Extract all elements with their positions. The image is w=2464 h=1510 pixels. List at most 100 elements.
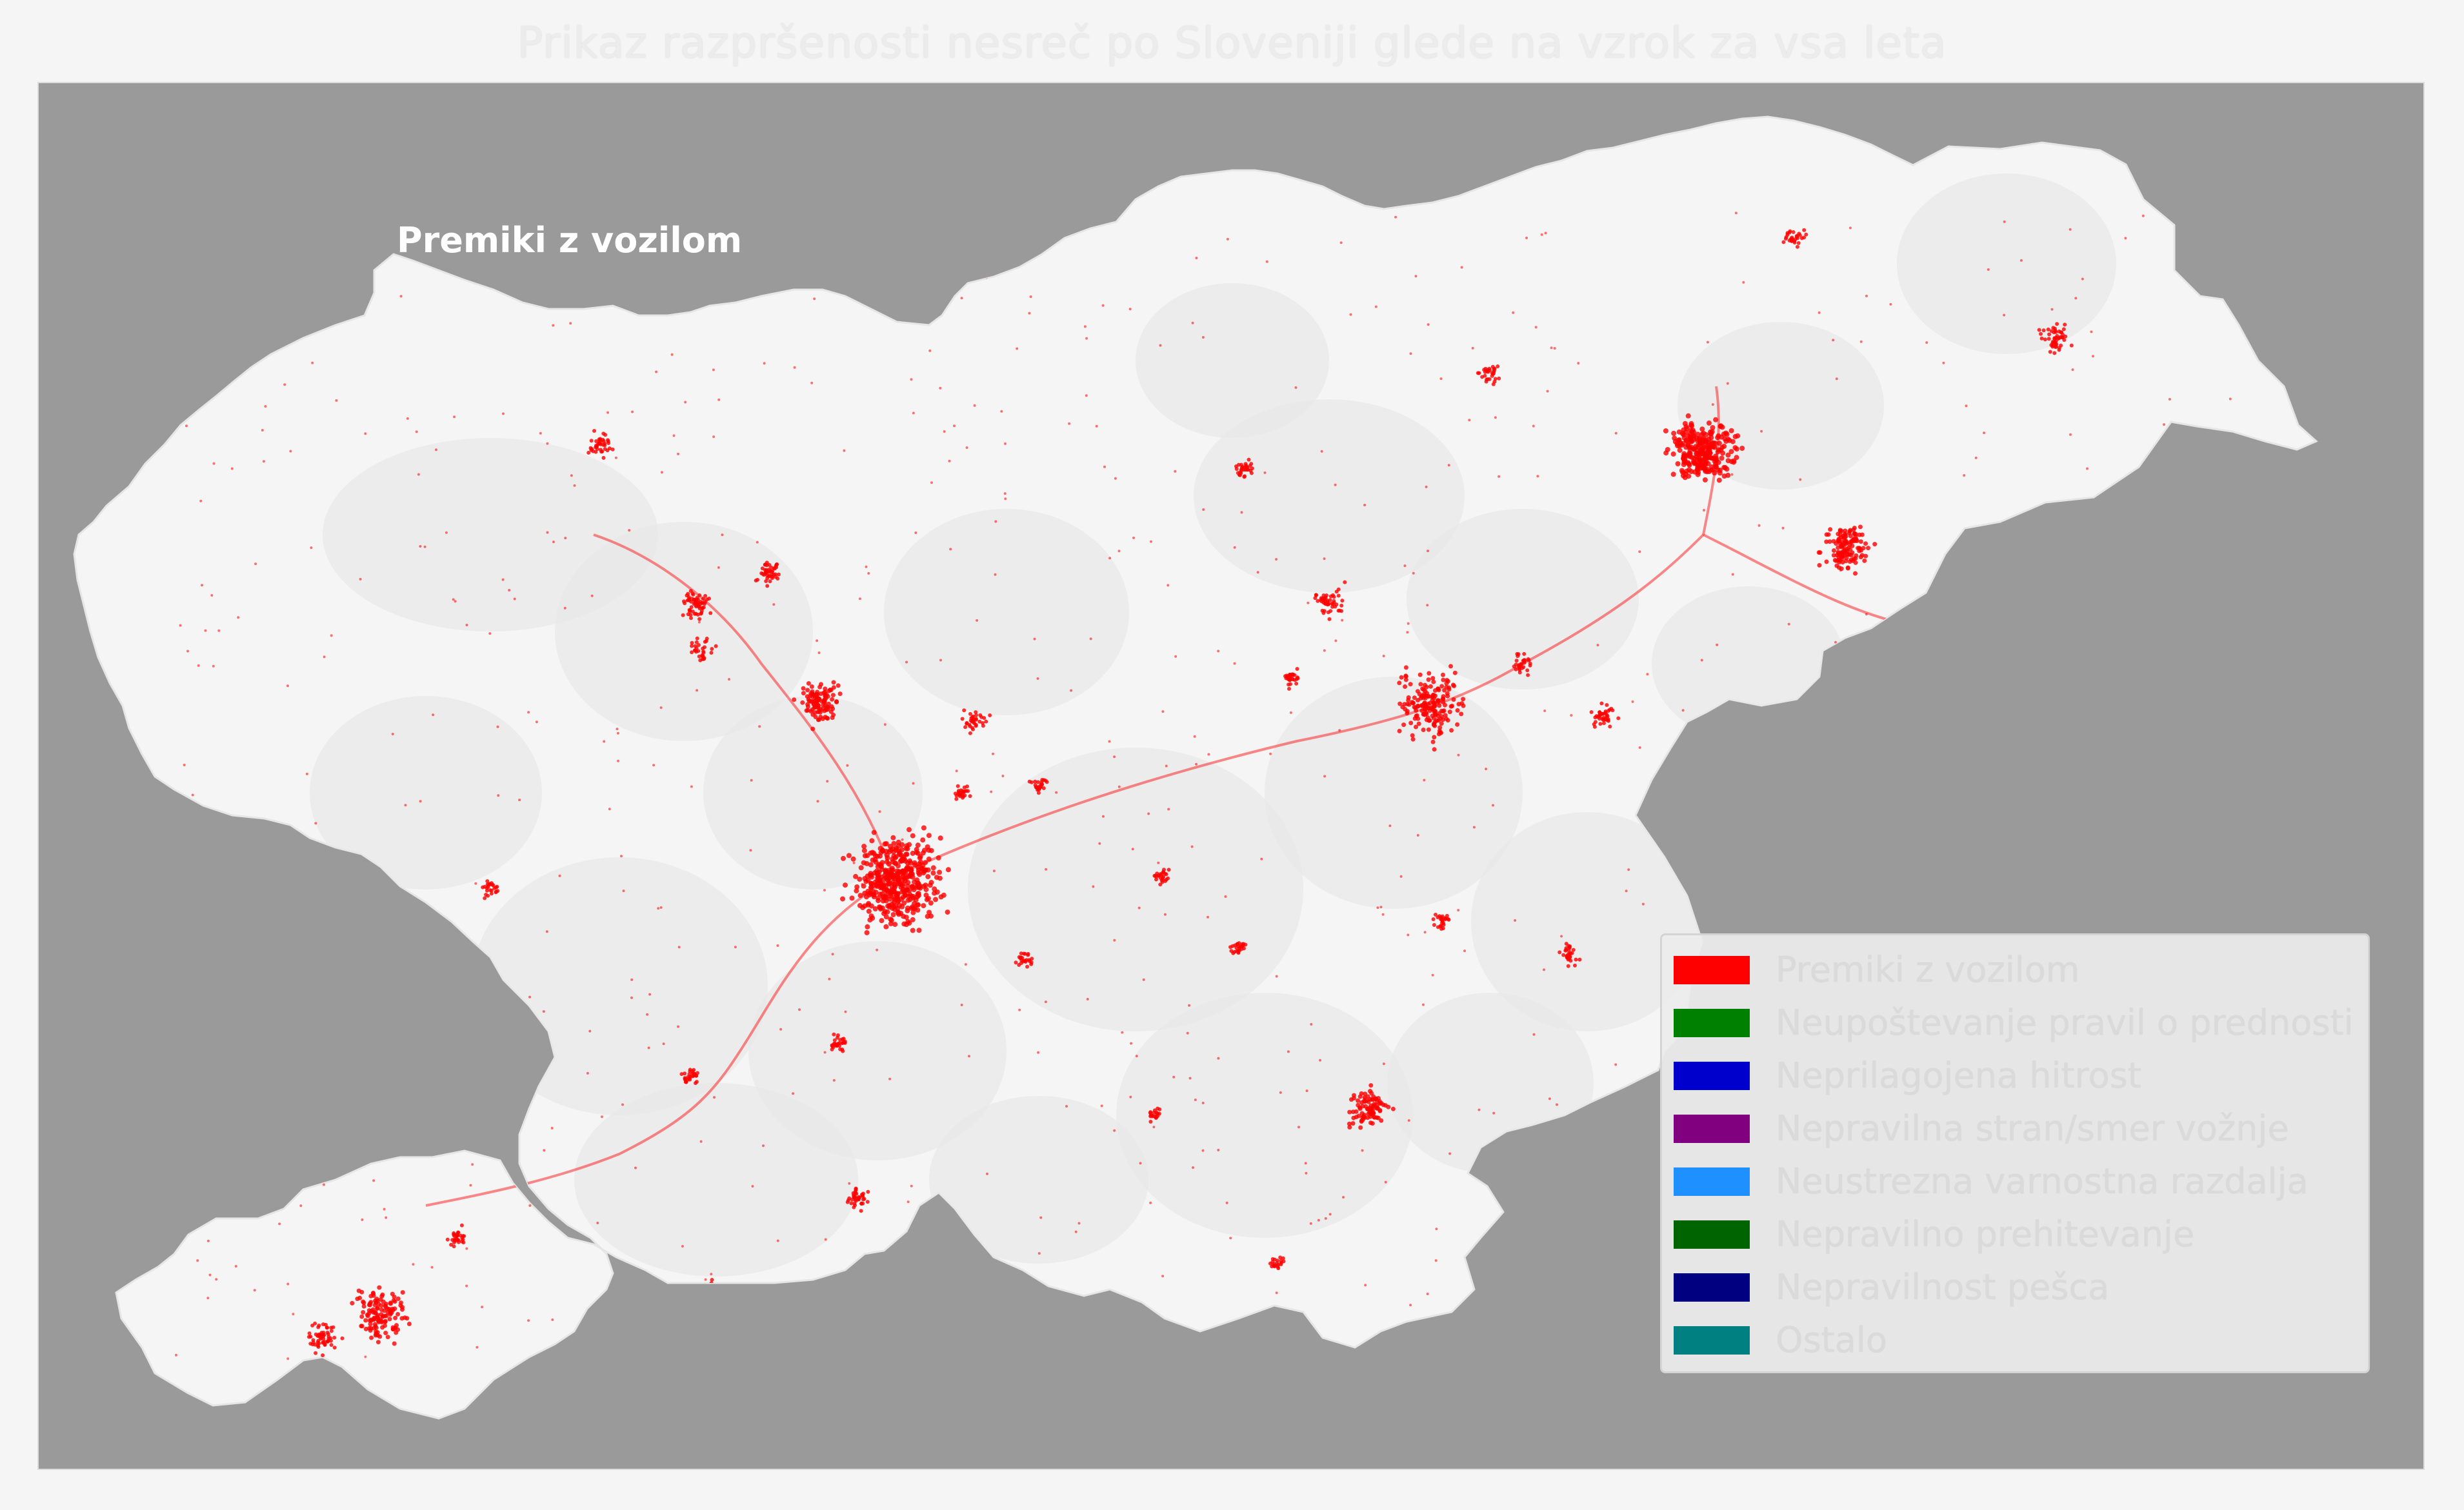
accident-point <box>939 386 942 390</box>
accident-point <box>687 598 692 602</box>
accident-point <box>1638 746 1641 749</box>
accident-point <box>701 605 706 610</box>
accident-point <box>859 1201 864 1206</box>
legend-item-smer: Nepravilna stran/smer vožnje <box>1674 1102 2364 1155</box>
accident-point <box>1044 1000 1047 1004</box>
accident-point <box>1426 604 1429 607</box>
accident-point <box>1714 464 1719 470</box>
accident-point <box>883 914 889 920</box>
accident-point <box>685 599 688 602</box>
accident-point <box>1941 608 1946 613</box>
accident-point <box>716 1287 721 1291</box>
accident-point <box>750 779 753 782</box>
accident-point <box>1952 773 1955 777</box>
accident-point <box>899 858 905 864</box>
accident-point <box>343 872 346 875</box>
accident-point <box>691 1074 696 1078</box>
accident-point <box>383 1207 386 1211</box>
accident-point <box>570 474 573 477</box>
accident-point <box>1974 456 1978 459</box>
accident-point <box>1381 1102 1386 1108</box>
accident-point <box>1275 1291 1278 1295</box>
accident-point <box>277 1010 282 1015</box>
accident-point <box>981 721 985 725</box>
accident-point <box>469 1184 472 1187</box>
accident-point <box>2028 751 2030 754</box>
accident-point <box>348 240 351 243</box>
accident-point <box>450 1238 455 1242</box>
accident-point <box>552 324 555 327</box>
accident-point <box>528 1204 532 1207</box>
accident-point <box>1724 466 1730 472</box>
accident-point <box>379 1294 385 1299</box>
accident-point <box>1341 619 1344 622</box>
accident-point <box>385 1335 390 1340</box>
accident-point <box>1485 1164 1490 1168</box>
panel-label: Premiki z vozilom <box>397 220 743 261</box>
accident-point <box>518 799 521 802</box>
accident-point <box>376 1318 381 1324</box>
accident-point <box>1543 968 1545 971</box>
accident-point <box>601 432 606 436</box>
accident-point <box>1390 1106 1396 1111</box>
accident-point <box>659 906 663 909</box>
accident-point <box>710 1278 714 1282</box>
accident-point <box>1942 609 1947 613</box>
accident-point <box>419 545 422 548</box>
accident-point <box>1113 939 1116 942</box>
accident-point <box>215 1204 219 1207</box>
accident-point <box>953 424 956 428</box>
accident-point <box>280 1011 285 1015</box>
accident-point <box>372 1316 377 1321</box>
accident-point <box>910 874 916 880</box>
region-shade <box>748 941 1007 1160</box>
accident-point <box>2216 581 2219 584</box>
accident-point <box>1941 600 1946 604</box>
accident-point <box>376 1302 381 1306</box>
accident-point <box>1328 1213 1332 1216</box>
accident-point <box>322 944 326 948</box>
accident-point <box>381 1314 386 1319</box>
accident-point <box>317 940 322 945</box>
accident-point <box>677 1025 679 1028</box>
accident-point <box>1439 684 1445 689</box>
accident-point <box>1487 1167 1491 1171</box>
accident-point <box>1142 978 1145 981</box>
accident-point <box>695 595 699 600</box>
accident-point <box>2043 337 2047 342</box>
accident-point <box>677 452 679 455</box>
accident-point <box>1379 1118 1384 1123</box>
accident-point <box>310 941 314 946</box>
accident-point <box>1174 655 1177 658</box>
accident-point <box>801 686 806 691</box>
accident-point <box>926 848 932 853</box>
accident-point <box>614 456 617 459</box>
accident-point <box>1408 682 1413 687</box>
accident-point <box>854 884 860 889</box>
accident-point <box>812 699 817 704</box>
accident-point <box>1816 550 1821 555</box>
accident-point <box>1437 699 1442 703</box>
accident-point <box>394 1330 399 1335</box>
accident-point <box>1004 497 1007 501</box>
accident-point <box>764 568 768 572</box>
accident-point <box>1290 673 1295 678</box>
region-shade <box>1116 993 1413 1238</box>
accident-point <box>1699 451 1705 457</box>
accident-point <box>779 1028 783 1031</box>
accident-point <box>404 804 407 807</box>
accident-point <box>903 851 909 857</box>
accident-point <box>1195 257 1198 259</box>
accident-point <box>1432 923 1436 927</box>
accident-point <box>2065 671 2068 675</box>
accident-point <box>435 448 437 452</box>
accident-point <box>432 713 435 717</box>
accident-point <box>670 353 674 356</box>
accident-point <box>1089 637 1092 641</box>
accident-point <box>1226 237 1229 241</box>
accident-point <box>617 759 620 762</box>
accident-point <box>926 856 932 862</box>
accident-point <box>1614 1063 1618 1066</box>
accident-point <box>2187 902 2190 906</box>
accident-point <box>1476 371 1480 375</box>
